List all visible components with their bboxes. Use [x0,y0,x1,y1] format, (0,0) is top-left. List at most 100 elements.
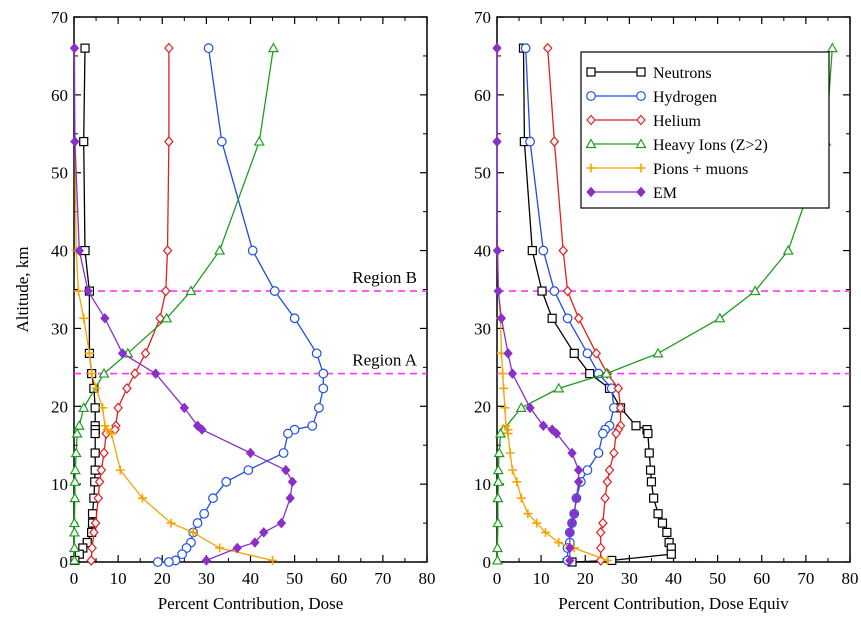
series-line-em [73,48,294,562]
data-point-helium [86,555,97,566]
data-point-heavy-ions-z-2 [69,476,81,486]
x-tick-label: 60 [753,569,770,588]
legend-marker [636,67,646,77]
data-point-heavy-ions-z-2 [553,382,565,393]
data-point-pions-muons [73,286,83,296]
y-tick-label: 40 [51,242,68,261]
legend-entry-helium: Helium [586,113,702,130]
data-point-helium [164,42,174,54]
data-point-heavy-ions-z-2 [71,427,83,438]
data-point-pions-muons [166,518,176,528]
data-point-em [525,402,535,414]
data-point-hydrogen [163,557,174,567]
y-tick-label: 10 [51,475,68,494]
data-point-heavy-ions-z-2 [826,42,838,53]
x-tick-label: 10 [533,569,550,588]
legend-label: Heavy Ions (Z>2) [653,137,768,154]
data-point-pions-muons [87,369,97,379]
data-point-pions-muons [91,383,101,393]
data-point-hydrogen [598,428,608,439]
data-point-heavy-ions-z-2 [68,554,80,565]
data-point-em [83,285,93,297]
data-point-heavy-ions-z-2 [492,464,504,475]
data-point-neutrons [79,136,89,147]
data-point-helium [160,285,171,297]
legend-marker [636,91,646,101]
data-point-heavy-ions-z-2 [70,447,82,458]
data-point-pions-muons [102,425,112,435]
legend-entry-hydrogen: Hydrogen [586,89,717,106]
data-point-helium [598,517,608,529]
y-axis-title: Altitude, km [13,247,32,333]
data-point-heavy-ions-z-2 [185,285,197,296]
series-heavy-ions-z-2 [68,42,279,565]
legend-marker [636,114,646,126]
series-line-pions-muons [497,250,608,562]
region-label-region-a: Region A [352,351,417,370]
data-point-pions-muons [516,493,526,503]
data-point-em [538,420,549,432]
x-tick-label: 30 [198,569,215,588]
data-point-neutrons [87,509,98,519]
data-point-heavy-ions-z-2 [515,402,527,412]
data-point-pions-muons [507,465,517,475]
data-point-pions-muons [523,509,533,519]
data-point-helium [96,464,107,476]
data-point-neutrons [631,421,641,431]
legend-marker [585,138,597,149]
data-point-em [281,464,291,476]
data-point-neutrons [646,477,657,487]
legend-entry-heavy-ions-z-2: Heavy Ions (Z>2) [585,137,768,154]
data-point-heavy-ions-z-2 [214,244,226,255]
y-tick-label: 50 [474,164,491,183]
region-label-region-b: Region B [352,268,417,287]
data-point-heavy-ions-z-2 [253,135,265,146]
data-point-em [287,476,298,488]
legend-label: Pions + muons [653,161,748,178]
legend-label: Helium [653,113,702,130]
x-tick-label: 80 [842,569,859,588]
data-point-pions-muons [499,383,509,393]
data-point-pions-muons [498,369,508,379]
data-point-hydrogen [318,383,329,394]
legend-marker [586,163,596,173]
x-tick-label: 0 [70,569,79,588]
data-point-pions-muons [188,527,198,537]
data-point-em [571,492,582,504]
data-point-pions-muons [512,477,522,487]
y-tick-label: 20 [51,397,68,416]
x-axis-title: Percent Contribution, Dose [158,594,344,613]
series-line-helium [90,48,170,561]
data-point-em [70,136,80,147]
data-point-hydrogen [192,518,203,528]
data-point-pions-muons [532,518,542,528]
y-tick-label: 0 [483,553,492,572]
data-point-hydrogen [318,368,329,379]
data-point-hydrogen [243,465,254,476]
x-tick-label: 0 [493,569,502,588]
data-point-neutrons [80,43,90,53]
data-point-hydrogen [311,348,322,359]
data-point-helium [155,312,165,324]
data-point-hydrogen [289,313,300,324]
legend-entry-em: EM [586,185,677,202]
data-point-pions-muons [98,403,108,413]
data-point-hydrogen [247,245,258,256]
legend-box [580,51,830,209]
series-hydrogen [520,43,619,566]
data-point-helium [595,542,606,554]
data-point-em [503,348,513,359]
series-neutrons [518,43,676,567]
y-tick-label: 30 [474,319,491,338]
data-point-neutrons [657,518,668,528]
series-pions-muons [70,137,278,565]
data-point-hydrogen [199,508,210,519]
data-point-hydrogen [525,136,535,147]
series-helium [542,42,626,566]
data-point-em [285,492,295,504]
data-point-em [492,136,502,147]
series-em [492,42,584,566]
y-tick-label: 10 [474,475,491,494]
data-point-em [250,537,260,548]
data-point-heavy-ions-z-2 [492,517,504,528]
